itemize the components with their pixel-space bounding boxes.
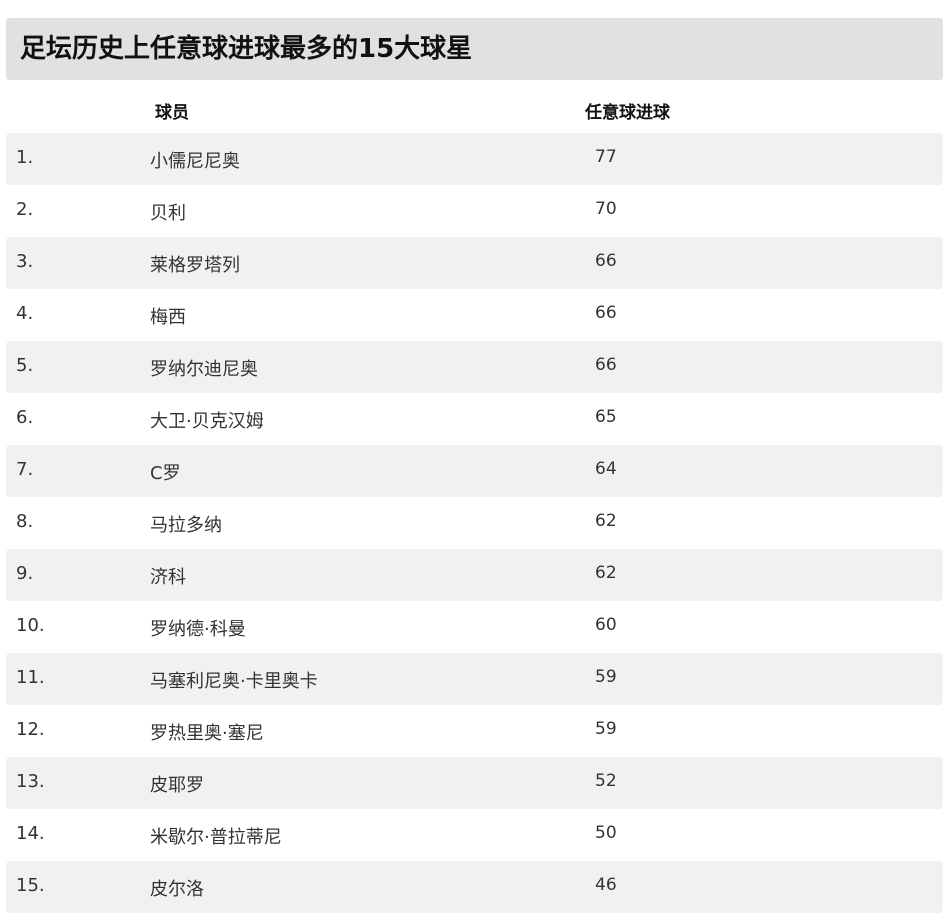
rank-cell: 15. [16, 875, 45, 896]
player-cell: 皮尔洛 [150, 879, 204, 900]
page-title: 足坛历史上任意球进球最多的15大球星 [6, 18, 943, 80]
player-cell: 罗热里奥·塞尼 [150, 723, 264, 744]
rank-cell: 10. [16, 615, 45, 636]
goals-cell: 46 [595, 875, 617, 895]
player-cell: 贝利 [150, 203, 186, 224]
goals-cell: 64 [595, 459, 617, 479]
goals-cell: 65 [595, 407, 617, 427]
player-cell: 马拉多纳 [150, 515, 222, 536]
goals-cell: 62 [595, 511, 617, 531]
goals-cell: 77 [595, 147, 617, 167]
goals-cell: 66 [595, 303, 617, 323]
goals-cell: 60 [595, 615, 617, 635]
player-cell: 马塞利尼奥·卡里奥卡 [150, 671, 318, 692]
goals-cell: 59 [595, 719, 617, 739]
table-row: 3. 莱格罗塔列 66 [6, 237, 943, 289]
table-row: 14. 米歇尔·普拉蒂尼 50 [6, 809, 943, 861]
rank-cell: 8. [16, 511, 34, 532]
goals-cell: 70 [595, 199, 617, 219]
player-cell: C罗 [150, 463, 181, 484]
player-cell: 济科 [150, 567, 186, 588]
table-row: 2. 贝利 70 [6, 185, 943, 237]
player-cell: 梅西 [150, 307, 186, 328]
player-cell: 米歇尔·普拉蒂尼 [150, 827, 282, 848]
rank-cell: 4. [16, 303, 34, 324]
rank-cell: 7. [16, 459, 34, 480]
table-row: 11. 马塞利尼奥·卡里奥卡 59 [6, 653, 943, 705]
player-cell: 罗纳尔迪尼奥 [150, 359, 258, 380]
rank-cell: 2. [16, 199, 34, 220]
table-row: 15. 皮尔洛 46 [6, 861, 943, 913]
rank-cell: 14. [16, 823, 45, 844]
table-row: 6. 大卫·贝克汉姆 65 [6, 393, 943, 445]
table-body: 1. 小儒尼尼奥 77 2. 贝利 70 3. 莱格罗塔列 66 4. 梅西 66 5. 罗纳尔迪尼奥 66… [6, 133, 943, 913]
goals-cell: 59 [595, 667, 617, 687]
goals-cell: 66 [595, 251, 617, 271]
rank-cell: 5. [16, 355, 34, 376]
rank-cell: 11. [16, 667, 45, 688]
column-header-player: 球员 [155, 103, 189, 123]
player-cell: 罗纳德·科曼 [150, 619, 246, 640]
player-cell: 小儒尼尼奥 [150, 151, 240, 172]
player-cell: 莱格罗塔列 [150, 255, 240, 276]
table-row: 8. 马拉多纳 62 [6, 497, 943, 549]
rank-cell: 13. [16, 771, 45, 792]
goals-cell: 62 [595, 563, 617, 583]
table-row: 4. 梅西 66 [6, 289, 943, 341]
table-row: 9. 济科 62 [6, 549, 943, 601]
table-row: 10. 罗纳德·科曼 60 [6, 601, 943, 653]
table-header: 球员 任意球进球 [0, 92, 949, 128]
table-row: 5. 罗纳尔迪尼奥 66 [6, 341, 943, 393]
rank-cell: 6. [16, 407, 34, 428]
rank-cell: 12. [16, 719, 45, 740]
rank-cell: 1. [16, 147, 34, 168]
rank-cell: 3. [16, 251, 34, 272]
goals-cell: 50 [595, 823, 617, 843]
goals-cell: 66 [595, 355, 617, 375]
table-row: 1. 小儒尼尼奥 77 [6, 133, 943, 185]
table-row: 7. C罗 64 [6, 445, 943, 497]
rank-cell: 9. [16, 563, 34, 584]
table-row: 13. 皮耶罗 52 [6, 757, 943, 809]
goals-cell: 52 [595, 771, 617, 791]
table-row: 12. 罗热里奥·塞尼 59 [6, 705, 943, 757]
player-cell: 皮耶罗 [150, 775, 204, 796]
player-cell: 大卫·贝克汉姆 [150, 411, 264, 432]
column-header-goals: 任意球进球 [585, 103, 670, 123]
